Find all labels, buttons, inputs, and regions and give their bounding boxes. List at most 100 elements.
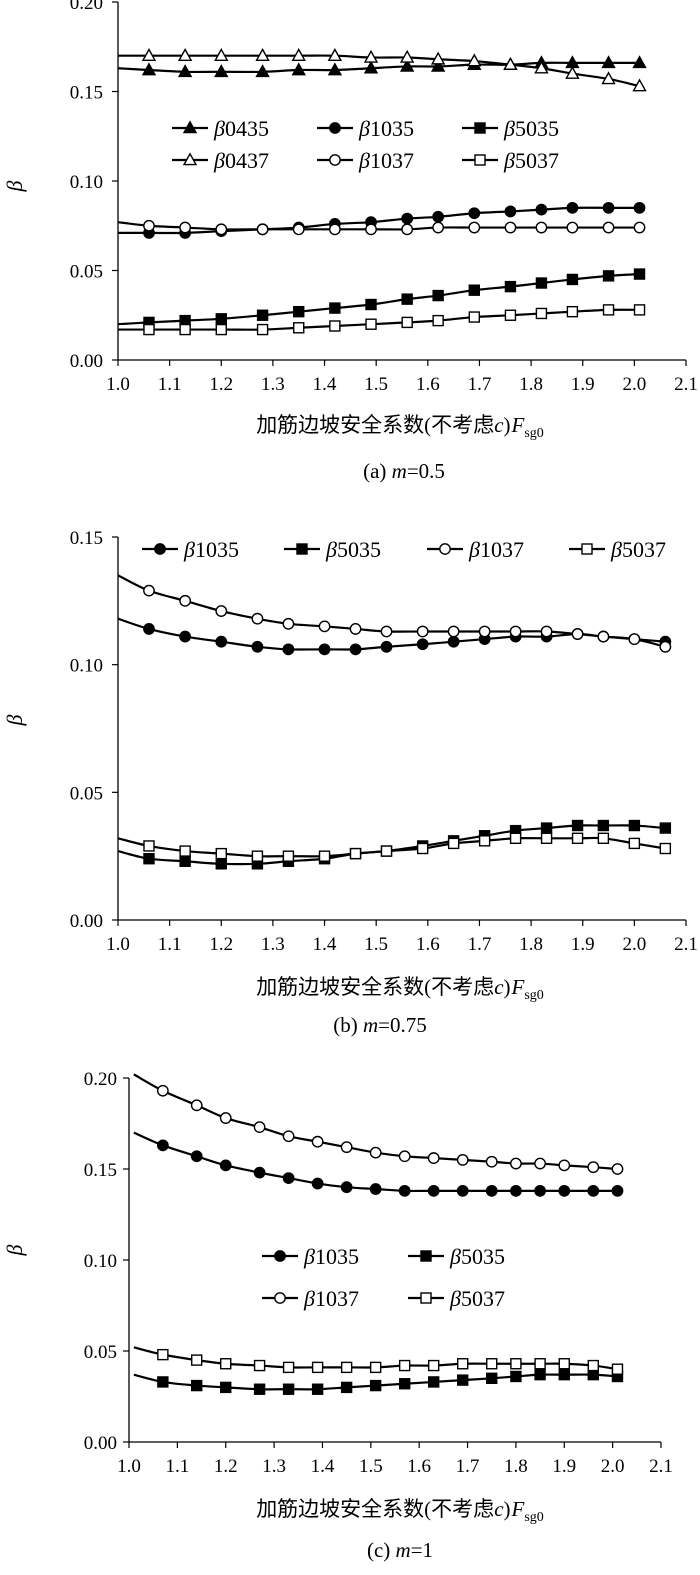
data-point — [456, 1154, 469, 1166]
legend-entry: β1037 — [317, 148, 414, 173]
data-point — [427, 1184, 440, 1197]
data-point — [156, 1084, 169, 1097]
data-point — [179, 855, 191, 867]
data-point — [329, 302, 341, 314]
data-point — [282, 850, 295, 862]
data-point — [398, 1150, 411, 1163]
legend-marker — [474, 154, 486, 166]
data-point — [179, 323, 191, 336]
data-point — [365, 223, 377, 236]
legend-marker — [420, 1292, 432, 1304]
series-line — [117, 61, 640, 74]
data-point — [565, 65, 580, 79]
data-point — [179, 221, 192, 234]
data-point — [447, 625, 460, 638]
data-point — [143, 623, 155, 635]
data-point — [659, 640, 672, 653]
data-point — [215, 223, 228, 236]
data-point — [504, 221, 517, 234]
data-point — [566, 273, 579, 286]
data-point — [558, 1368, 570, 1381]
data-point — [416, 638, 429, 651]
data-point — [340, 1141, 353, 1154]
legend-label: β1037 — [303, 1286, 359, 1311]
data-point — [156, 1139, 169, 1152]
y-tick-label: 0.10 — [70, 656, 103, 677]
data-point — [214, 64, 229, 78]
data-point — [467, 53, 482, 67]
x-tick-label: 1.4 — [313, 374, 337, 395]
data-point — [611, 1184, 624, 1197]
data-point — [510, 1370, 522, 1383]
data-point — [601, 71, 616, 85]
data-point — [214, 48, 229, 61]
data-point — [253, 1383, 266, 1395]
data-point — [401, 316, 413, 329]
data-point — [571, 628, 584, 640]
data-point — [597, 832, 610, 844]
data-point — [597, 819, 610, 832]
x-tick-label: 1.1 — [165, 1456, 189, 1477]
legend-marker — [296, 543, 308, 555]
data-point — [220, 1358, 232, 1370]
data-point — [327, 48, 343, 61]
y-tick-label: 0.15 — [70, 83, 103, 104]
data-point — [602, 270, 615, 282]
data-point — [292, 223, 305, 236]
chart-panel-1: 1.0 1.1 1.2 1.3 1.4 1.5 1.6 1.7 1.8 1.9 2.0 2.1 0.00… — [2, 528, 698, 1037]
series-line — [117, 272, 640, 326]
data-point — [632, 55, 647, 69]
data-point — [191, 1354, 203, 1366]
x-tick-label: 1.6 — [407, 1456, 431, 1477]
series-β1035 — [118, 201, 646, 239]
data-point — [311, 1177, 324, 1190]
data-point — [456, 1184, 469, 1197]
chart-caption: (c) m=1 — [367, 1538, 433, 1562]
data-point — [369, 1379, 382, 1392]
data-point — [327, 62, 343, 76]
data-point — [215, 313, 227, 325]
y-axis-title: β — [2, 714, 27, 726]
data-point — [363, 49, 379, 63]
data-point — [427, 1359, 440, 1372]
legend-entry: β1037 — [427, 537, 524, 562]
data-point — [143, 323, 155, 336]
data-point — [602, 304, 615, 316]
x-tick-label: 1.9 — [552, 1456, 576, 1477]
data-point — [398, 1378, 411, 1390]
legend-label: β5035 — [449, 1244, 505, 1269]
data-point — [291, 48, 306, 61]
data-point — [457, 1358, 469, 1370]
series-β1037 — [133, 1073, 624, 1175]
chart-caption: (b) m=0.75 — [333, 1013, 427, 1037]
x-axis-title: 加筋边坡安全系数(不考虑c)Fsg0 — [256, 975, 544, 1003]
data-point — [535, 203, 548, 216]
data-point — [215, 605, 228, 617]
data-point — [293, 322, 305, 334]
legend-entry: β5037 — [569, 537, 666, 562]
legend-entry: β0435 — [172, 116, 269, 141]
series-β1035 — [133, 1131, 624, 1197]
data-point — [430, 51, 446, 65]
data-point — [628, 837, 641, 850]
data-point — [602, 221, 615, 234]
data-point — [628, 819, 641, 832]
data-point — [253, 1166, 266, 1179]
data-point — [365, 298, 377, 311]
data-point — [632, 78, 647, 92]
legend-marker — [182, 120, 198, 134]
x-tick-label: 2.1 — [674, 934, 698, 955]
legend-marker — [474, 122, 486, 134]
data-point — [486, 1372, 498, 1385]
data-point — [380, 845, 393, 857]
data-point — [399, 49, 415, 63]
data-point — [340, 1361, 353, 1374]
legend-label: β1035 — [358, 116, 414, 141]
data-point — [468, 207, 481, 220]
legend-label: β0437 — [213, 148, 269, 173]
data-point — [398, 1359, 411, 1372]
legend-entry: β5037 — [408, 1286, 505, 1311]
data-point — [177, 48, 193, 61]
data-point — [318, 643, 331, 656]
